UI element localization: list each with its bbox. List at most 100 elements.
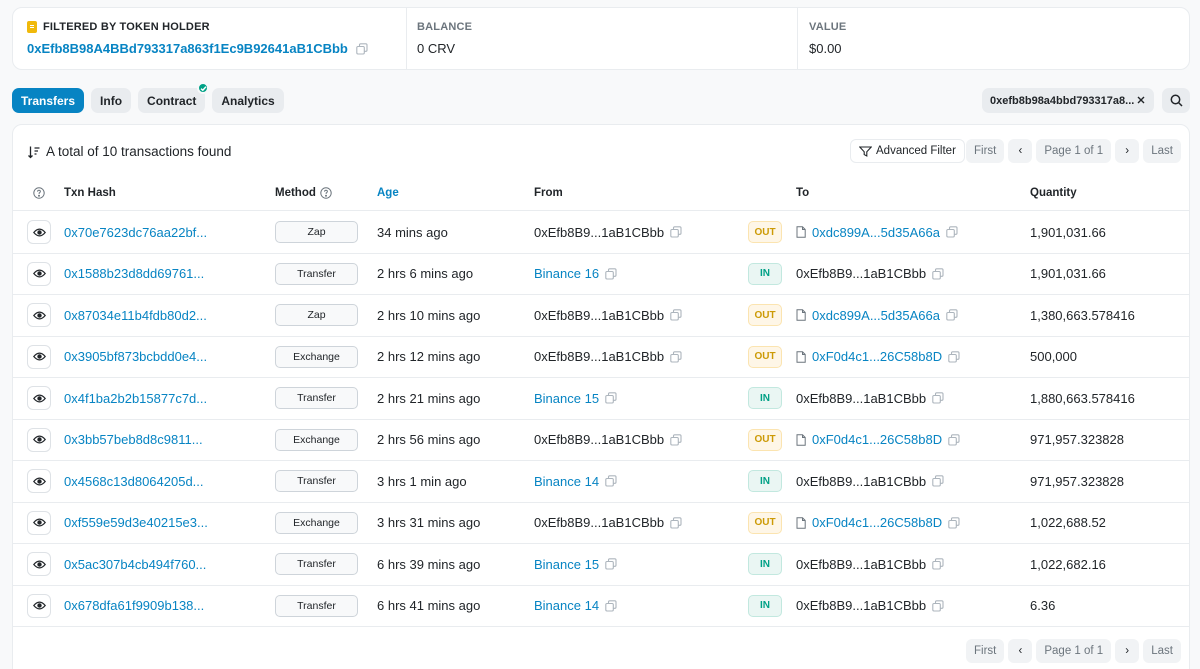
to-address[interactable]: 0xdc899A...5d35A66a — [812, 224, 940, 240]
tab-contract[interactable]: Contract — [138, 82, 210, 113]
txn-hash-link[interactable]: 0xf559e59d3e40215e3... — [64, 515, 208, 531]
to-address[interactable]: 0xF0d4c1...26C58b8D — [812, 349, 943, 365]
copy-icon[interactable] — [605, 600, 617, 612]
copy-icon[interactable] — [946, 226, 958, 238]
copy-icon[interactable] — [670, 309, 682, 321]
preview-button[interactable] — [27, 510, 51, 535]
to-address[interactable]: 0xdc899A...5d35A66a — [812, 307, 940, 323]
preview-button[interactable] — [27, 593, 51, 618]
copy-icon[interactable] — [932, 268, 944, 280]
copy-icon[interactable] — [670, 517, 682, 529]
copy-icon[interactable] — [932, 392, 944, 404]
direction-cell: IN — [748, 544, 782, 585]
copy-icon[interactable] — [605, 558, 617, 570]
to-cell: 0xEfb8B9...1aB1CBbb — [796, 254, 944, 295]
to-address[interactable]: 0xF0d4c1...26C58b8D — [812, 432, 943, 448]
preview-button[interactable] — [27, 303, 51, 328]
advanced-filter-button[interactable]: Advanced Filter — [850, 139, 965, 163]
holder-address-link[interactable]: 0xEfb8B98A4BBd793317a863f1Ec9B92641aB1CB… — [27, 41, 348, 56]
preview-button[interactable] — [27, 220, 51, 245]
eye-icon — [32, 477, 46, 486]
balance-label: BALANCE — [417, 21, 473, 33]
pager-last-button[interactable]: Last — [1143, 139, 1181, 163]
from-address[interactable]: 0xEfb8B9...1aB1CBbb — [534, 349, 665, 365]
copy-icon[interactable] — [948, 434, 960, 446]
to-address[interactable]: 0xEfb8B9...1aB1CBbb — [796, 390, 927, 406]
age-cell: 2 hrs 6 mins ago — [377, 266, 474, 282]
from-address[interactable]: Binance 16 — [534, 266, 600, 282]
from-address[interactable]: Binance 14 — [534, 598, 600, 614]
from-address[interactable]: Binance 14 — [534, 473, 600, 489]
table-row: 0x87034e11b4fdb80d2... Zap 2 hrs 10 mins… — [13, 295, 1189, 337]
txn-hash-link[interactable]: 0x70e7623dc76aa22bf... — [64, 224, 208, 240]
preview-button[interactable] — [27, 427, 51, 452]
to-address[interactable]: 0xEfb8B9...1aB1CBbb — [796, 556, 927, 572]
preview-button[interactable] — [27, 344, 51, 369]
preview-button[interactable] — [27, 386, 51, 411]
copy-icon[interactable] — [932, 558, 944, 570]
to-address[interactable]: 0xEfb8B9...1aB1CBbb — [796, 598, 927, 614]
preview-cell — [27, 212, 51, 253]
table-row: 0x4568c13d8064205d... Transfer 3 hrs 1 m… — [13, 461, 1189, 503]
eye-icon — [32, 394, 46, 403]
help-icon[interactable] — [320, 187, 332, 199]
contract-doc-icon — [796, 226, 806, 238]
txn-hash-link[interactable]: 0x1588b23d8dd69761... — [64, 266, 205, 282]
from-address[interactable]: 0xEfb8B9...1aB1CBbb — [534, 224, 665, 240]
age-cell: 2 hrs 21 mins ago — [377, 390, 481, 406]
preview-button[interactable] — [27, 469, 51, 494]
copy-icon[interactable] — [932, 600, 944, 612]
copy-icon[interactable] — [356, 42, 368, 55]
pager-last-button[interactable]: Last — [1143, 639, 1181, 663]
txn-hash-link[interactable]: 0x4568c13d8064205d... — [64, 473, 204, 489]
pager-next-button[interactable]: › — [1115, 139, 1140, 163]
method-cell: Exchange — [275, 337, 358, 378]
txn-hash-link[interactable]: 0x3905bf873bcbdd0e4... — [64, 349, 208, 365]
copy-icon[interactable] — [948, 351, 960, 363]
tab-bar: Transfers Info Contract Analytics — [12, 82, 284, 113]
pager-prev-button[interactable]: ‹ — [1008, 139, 1033, 163]
copy-icon[interactable] — [932, 475, 944, 487]
txn-hash-link[interactable]: 0x5ac307b4cb494f760... — [64, 556, 207, 572]
txn-hash-link[interactable]: 0x4f1ba2b2b15877c7d... — [64, 390, 208, 406]
copy-icon[interactable] — [605, 475, 617, 487]
copy-icon[interactable] — [670, 351, 682, 363]
txn-hash-link[interactable]: 0x3bb57beb8d8c9811... — [64, 432, 203, 448]
preview-button[interactable] — [27, 261, 51, 286]
search-button[interactable] — [1162, 88, 1190, 113]
bottom-pagination: First ‹ Page 1 of 1 › Last — [966, 639, 1181, 663]
txn-hash-link[interactable]: 0x678dfa61f9909b138... — [64, 598, 205, 614]
to-address[interactable]: 0xEfb8B9...1aB1CBbb — [796, 266, 927, 282]
copy-icon[interactable] — [605, 392, 617, 404]
close-icon[interactable] — [1135, 94, 1147, 106]
help-icon[interactable] — [33, 187, 45, 199]
tab-info[interactable]: Info — [91, 88, 132, 113]
copy-icon[interactable] — [605, 268, 617, 280]
address-filter-chip[interactable]: 0xefb8b98a4bbd793317a8... — [982, 88, 1154, 113]
to-address[interactable]: 0xEfb8B9...1aB1CBbb — [796, 473, 927, 489]
pager-next-button[interactable]: › — [1115, 639, 1140, 663]
preview-button[interactable] — [27, 552, 51, 577]
tab-transfers[interactable]: Transfers — [12, 88, 85, 113]
direction-cell: OUT — [748, 295, 782, 336]
copy-icon[interactable] — [948, 517, 960, 529]
from-cell: Binance 15 — [534, 378, 617, 419]
pager-first-button[interactable]: First — [966, 639, 1005, 663]
from-address[interactable]: Binance 15 — [534, 390, 600, 406]
from-address[interactable]: 0xEfb8B9...1aB1CBbb — [534, 515, 665, 531]
from-address[interactable]: Binance 15 — [534, 556, 600, 572]
chevron-left-icon: ‹ — [1018, 145, 1023, 157]
direction-cell: OUT — [748, 337, 782, 378]
pager-first-button[interactable]: First — [966, 139, 1005, 163]
sort-icon — [28, 146, 40, 158]
copy-icon[interactable] — [946, 309, 958, 321]
tab-analytics[interactable]: Analytics — [212, 88, 284, 113]
txn-hash-link[interactable]: 0x87034e11b4fdb80d2... — [64, 307, 207, 323]
to-address[interactable]: 0xF0d4c1...26C58b8D — [812, 515, 943, 531]
pager-prev-button[interactable]: ‹ — [1008, 639, 1033, 663]
from-address[interactable]: 0xEfb8B9...1aB1CBbb — [534, 307, 665, 323]
header-age[interactable]: Age — [377, 187, 399, 199]
from-address[interactable]: 0xEfb8B9...1aB1CBbb — [534, 432, 665, 448]
copy-icon[interactable] — [670, 434, 682, 446]
copy-icon[interactable] — [670, 226, 682, 238]
